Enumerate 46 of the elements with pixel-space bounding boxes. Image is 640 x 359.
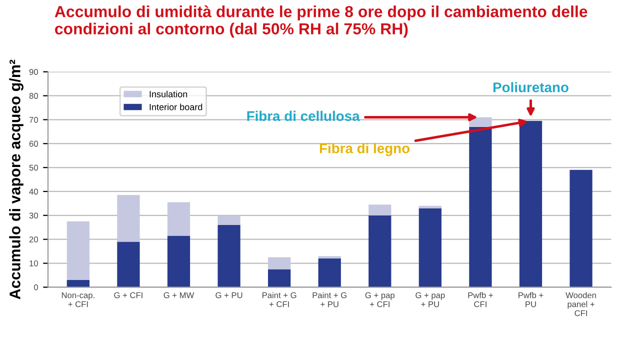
x-tick-label: G + pap + PU [416,292,445,308]
annotation: Poliuretano [493,82,568,92]
bar [218,215,240,225]
bar [117,242,140,288]
bar [66,280,90,288]
bar [418,208,442,288]
bar [117,195,140,242]
x-tick-label: Paint + G + PU [312,292,346,308]
y-tick-label: 30 [29,212,38,218]
bar [268,269,291,288]
bar [519,120,542,288]
bar [570,170,592,288]
bar [318,258,341,288]
bar [469,117,492,127]
y-tick-label: 90 [29,69,38,75]
chart-title: Accumulo di umidità durante le prime 8 ore dopo il cambiamento delle condizioni al contorno (dal 50% RH al 75% RH) [54,5,588,38]
bar [218,224,240,288]
y-tick-label: 10 [30,260,38,266]
x-tick-label: Pwfb + CFI [468,292,493,308]
y-tick-label: 40 [29,188,38,195]
x-tick-label: Wooden panel + CFI [566,292,596,316]
bar [167,202,190,236]
y-tick-label: 60 [29,140,38,147]
y-tick-label: 20 [29,236,38,242]
x-tick-label: Non-cap. + CFI [62,292,94,308]
annotation: Fibra di cellulosa [247,110,360,121]
y-tick-label: 0 [34,284,38,290]
bar [368,204,392,216]
legend-label: Insulation [150,90,188,98]
x-tick-label: Paint + G + CFI [262,292,296,308]
x-tick-label: G + PU [216,292,242,298]
y-tick-label: 50 [29,164,38,171]
y-tick-label: 80 [29,92,38,99]
x-tick-label: G + CFI [114,292,142,298]
bar [268,257,291,270]
legend-label: Interior board [150,104,202,110]
y-tick-label: 70 [29,116,38,123]
bar [66,221,90,280]
bar [167,236,190,288]
bar [469,126,492,288]
x-tick-label: Pwfb + PU [518,292,544,308]
x-tick-label: G + MW [164,292,194,298]
bar [368,215,392,288]
y-axis-title: Accumulo di vapore acqueo g/m² [9,60,24,300]
x-tick-label: G + pap + CFI [365,292,394,308]
annotation: Fibra di legno [320,143,410,156]
